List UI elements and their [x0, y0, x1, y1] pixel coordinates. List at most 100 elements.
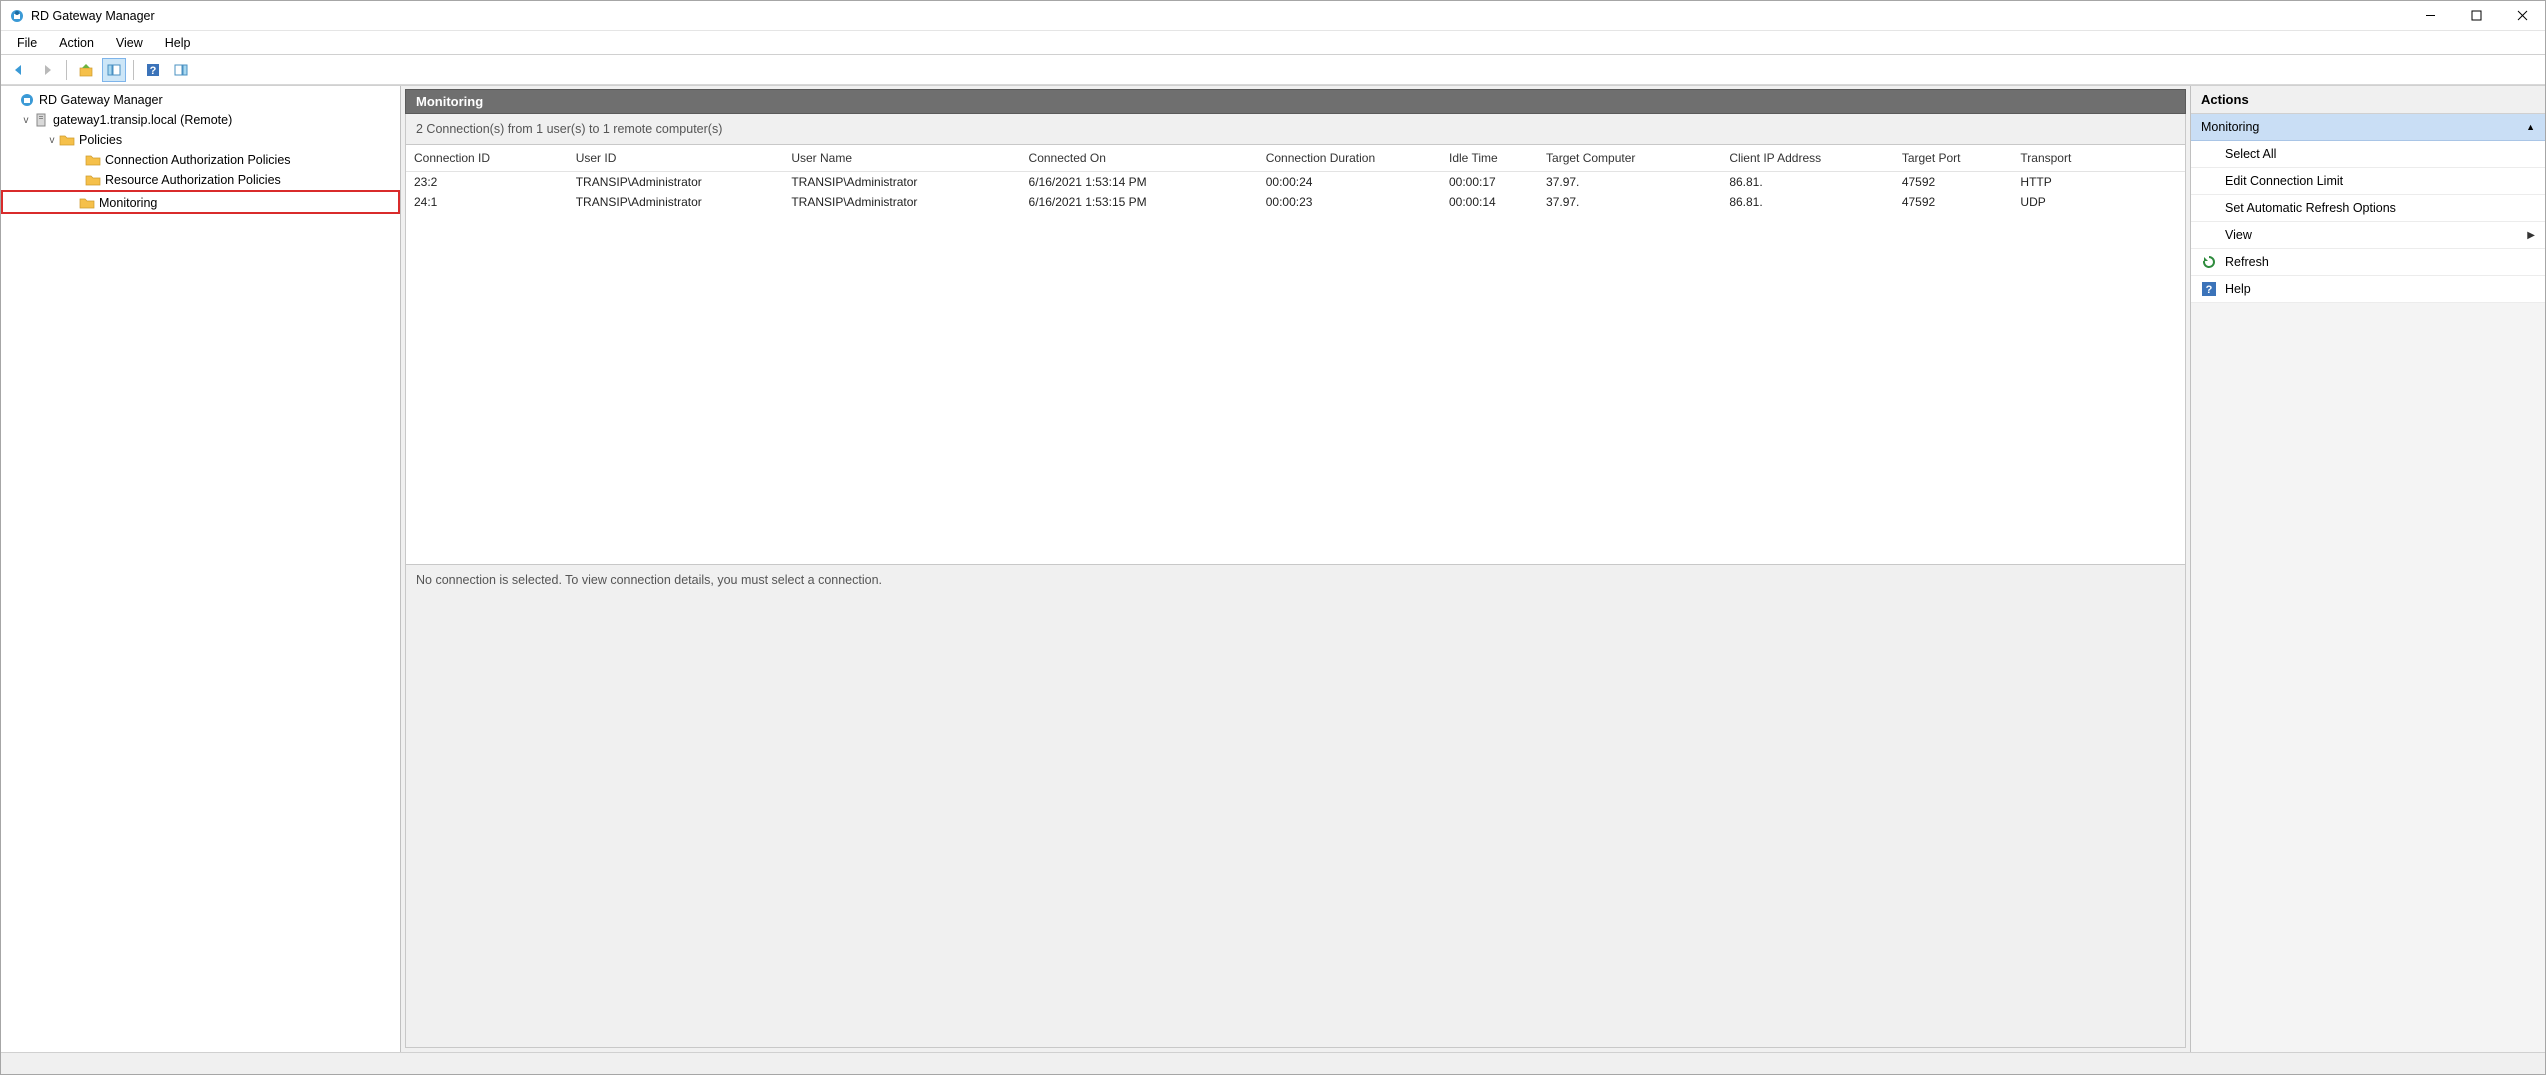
tree-server[interactable]: v gateway1.transip.local (Remote)	[1, 110, 400, 130]
collapse-icon: ▲	[2526, 122, 2535, 132]
svg-text:?: ?	[2206, 284, 2213, 296]
tree-root[interactable]: RD Gateway Manager	[1, 90, 400, 110]
center-header: Monitoring	[405, 89, 2186, 114]
tree-label: RD Gateway Manager	[39, 93, 163, 107]
actions-section-header[interactable]: Monitoring ▲	[2191, 114, 2545, 141]
menu-file[interactable]: File	[7, 33, 47, 53]
forward-button[interactable]	[35, 58, 59, 82]
tree-label: gateway1.transip.local (Remote)	[53, 113, 232, 127]
server-icon	[33, 112, 49, 128]
table-header-row: Connection IDUser IDUser NameConnected O…	[406, 145, 2185, 172]
tree-pane: RD Gateway Manager v gateway1.transip.lo…	[1, 86, 401, 1052]
actions-list: Select All Edit Connection Limit Set Autom…	[2191, 141, 2545, 303]
table-cell: 24:1	[406, 192, 568, 212]
tree-label: Monitoring	[99, 196, 157, 210]
table-cell: 37.97.	[1538, 172, 1721, 193]
action-label: Set Automatic Refresh Options	[2225, 201, 2396, 215]
tree-twisty[interactable]: v	[45, 135, 59, 146]
show-hide-tree-button[interactable]	[102, 58, 126, 82]
table-header[interactable]: Connection Duration	[1258, 145, 1441, 172]
table-header[interactable]: Client IP Address	[1721, 145, 1894, 172]
help-button[interactable]: ?	[141, 58, 165, 82]
tree-twisty[interactable]: v	[19, 115, 33, 126]
svg-text:?: ?	[150, 65, 157, 77]
toolbar-separator	[133, 60, 134, 80]
table-cell: 6/16/2021 1:53:15 PM	[1021, 192, 1258, 212]
statusbar	[1, 1052, 2545, 1074]
help-icon: ?	[2201, 281, 2217, 297]
table-cell: TRANSIP\Administrator	[783, 172, 1020, 193]
show-hide-actions-button[interactable]	[169, 58, 193, 82]
actions-pane: Actions Monitoring ▲ Select All Edit Conn…	[2190, 86, 2545, 1052]
table-cell: 23:2	[406, 172, 568, 193]
table-cell: TRANSIP\Administrator	[568, 192, 784, 212]
action-item[interactable]: Refresh	[2191, 249, 2545, 276]
table-cell: 00:00:14	[1441, 192, 1538, 212]
actions-section-label: Monitoring	[2201, 120, 2259, 134]
action-label: View	[2225, 228, 2252, 242]
table-cell: 86.81.	[1721, 172, 1894, 193]
action-label: Refresh	[2225, 255, 2269, 269]
table-cell: TRANSIP\Administrator	[783, 192, 1020, 212]
window-title: RD Gateway Manager	[31, 9, 155, 23]
action-item[interactable]: Set Automatic Refresh Options	[2191, 195, 2545, 222]
table-cell: 00:00:17	[1441, 172, 1538, 193]
table-cell: 00:00:24	[1258, 172, 1441, 193]
tree-label: Connection Authorization Policies	[105, 153, 291, 167]
action-item[interactable]: View ▶	[2191, 222, 2545, 249]
refresh-icon	[2201, 254, 2217, 270]
folder-icon	[59, 132, 75, 148]
maximize-button[interactable]	[2453, 1, 2499, 31]
action-item[interactable]: Select All	[2191, 141, 2545, 168]
table-header[interactable]: Connection ID	[406, 145, 568, 172]
table-cell: 6/16/2021 1:53:14 PM	[1021, 172, 1258, 193]
menu-help[interactable]: Help	[155, 33, 201, 53]
minimize-button[interactable]	[2407, 1, 2453, 31]
table-cell: UDP	[2012, 192, 2185, 212]
close-button[interactable]	[2499, 1, 2545, 31]
table-header[interactable]: User Name	[783, 145, 1020, 172]
action-label: Help	[2225, 282, 2251, 296]
table-header[interactable]: Connected On	[1021, 145, 1258, 172]
app-window: RD Gateway Manager File Action View Help…	[0, 0, 2546, 1075]
folder-icon	[79, 195, 95, 211]
table-header[interactable]: Target Port	[1894, 145, 2013, 172]
table-row[interactable]: 23:2TRANSIP\AdministratorTRANSIP\Adminis…	[406, 172, 2185, 193]
menu-action[interactable]: Action	[49, 33, 104, 53]
action-item[interactable]: Edit Connection Limit	[2191, 168, 2545, 195]
tree-cap[interactable]: Connection Authorization Policies	[1, 150, 400, 170]
table-cell: 00:00:23	[1258, 192, 1441, 212]
actions-title: Actions	[2191, 86, 2545, 114]
up-button[interactable]	[74, 58, 98, 82]
menu-view[interactable]: View	[106, 33, 153, 53]
table-header[interactable]: User ID	[568, 145, 784, 172]
table-cell: TRANSIP\Administrator	[568, 172, 784, 193]
table-header[interactable]: Idle Time	[1441, 145, 1538, 172]
tree-label: Policies	[79, 133, 122, 147]
app-icon	[9, 8, 25, 24]
body: RD Gateway Manager v gateway1.transip.lo…	[1, 85, 2545, 1052]
table-cell: HTTP	[2012, 172, 2185, 193]
table-header[interactable]: Target Computer	[1538, 145, 1721, 172]
action-label: Select All	[2225, 147, 2276, 161]
table-cell: 37.97.	[1538, 192, 1721, 212]
action-label: Edit Connection Limit	[2225, 174, 2343, 188]
table-header[interactable]: Transport	[2012, 145, 2185, 172]
action-item[interactable]: ? Help	[2191, 276, 2545, 303]
folder-icon	[85, 172, 101, 188]
tree-policies[interactable]: v Policies	[1, 130, 400, 150]
connection-table: Connection IDUser IDUser NameConnected O…	[406, 145, 2185, 212]
center-pane: Monitoring 2 Connection(s) from 1 user(s…	[401, 86, 2190, 1052]
table-row[interactable]: 24:1TRANSIP\AdministratorTRANSIP\Adminis…	[406, 192, 2185, 212]
table-cell: 86.81.	[1721, 192, 1894, 212]
table-cell: 47592	[1894, 192, 2013, 212]
submenu-arrow-icon: ▶	[2527, 230, 2535, 241]
back-button[interactable]	[7, 58, 31, 82]
tree-rap[interactable]: Resource Authorization Policies	[1, 170, 400, 190]
menubar: File Action View Help	[1, 31, 2545, 55]
tree-monitoring[interactable]: Monitoring	[1, 190, 400, 214]
detail-bar: No connection is selected. To view conne…	[405, 565, 2186, 1048]
summary-bar: 2 Connection(s) from 1 user(s) to 1 remo…	[405, 114, 2186, 145]
connection-table-wrap: Connection IDUser IDUser NameConnected O…	[405, 145, 2186, 565]
tree-label: Resource Authorization Policies	[105, 173, 281, 187]
